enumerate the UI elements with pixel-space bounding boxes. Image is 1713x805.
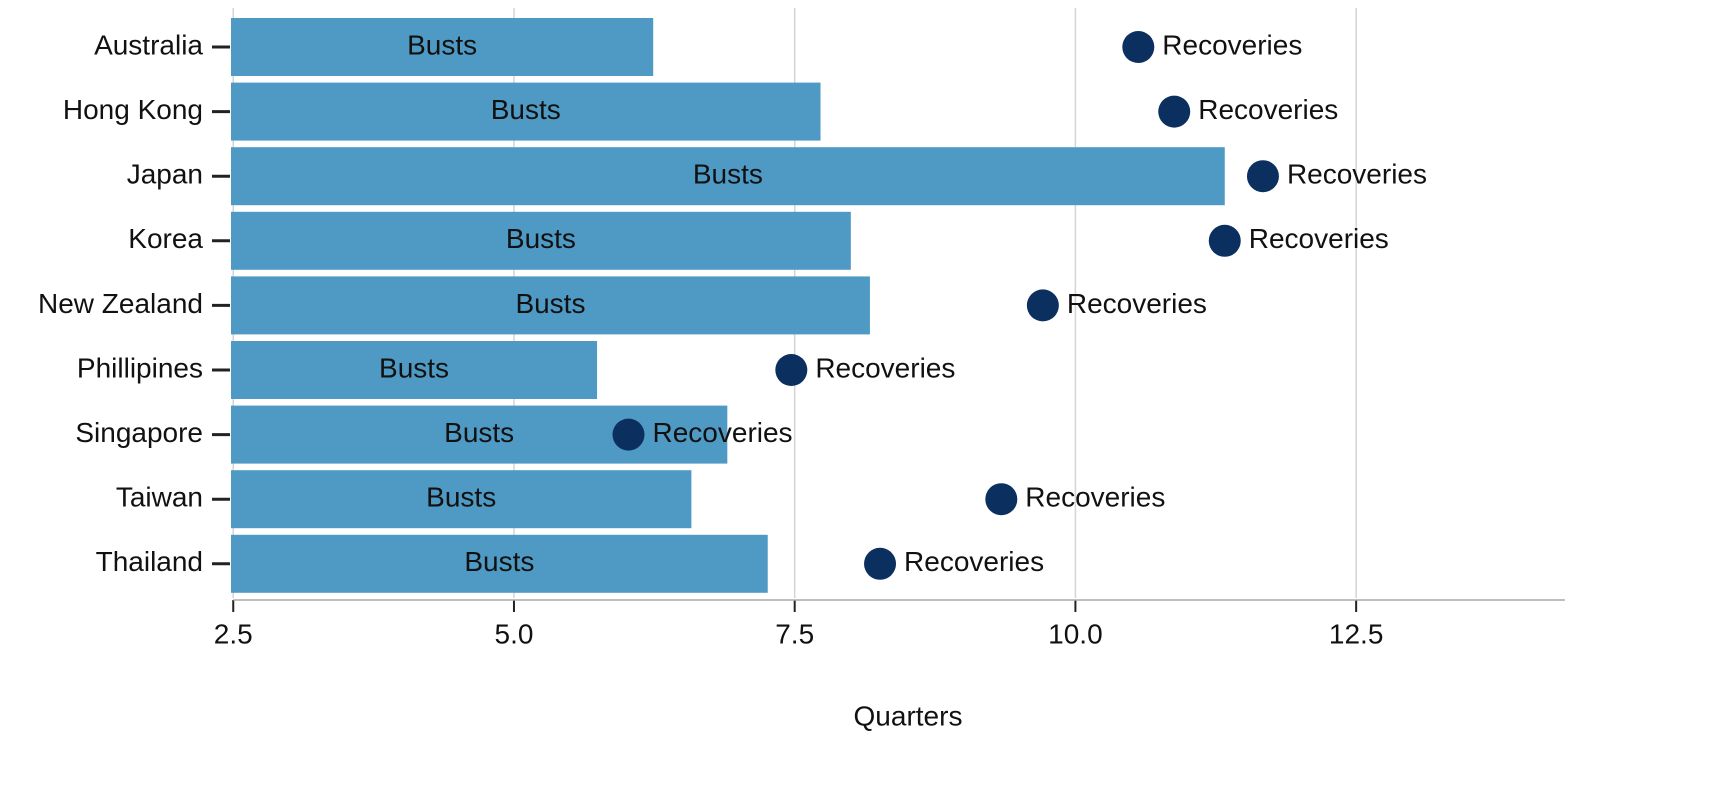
x-tick-label: 2.5	[214, 618, 253, 649]
y-tick-label: Singapore	[75, 417, 203, 448]
dot-label: Recoveries	[653, 417, 793, 448]
bar	[231, 18, 654, 76]
dot-label: Recoveries	[1067, 288, 1207, 319]
bar-label: Busts	[426, 482, 496, 513]
dot	[1158, 95, 1191, 128]
dot-label: Recoveries	[815, 352, 955, 383]
dot	[864, 547, 897, 580]
dot	[1246, 160, 1279, 193]
bar-label: Busts	[379, 352, 449, 383]
dot-label: Recoveries	[1287, 159, 1427, 190]
dot	[775, 354, 808, 386]
x-tick-label: 12.5	[1329, 618, 1384, 649]
x-tick-label: 7.5	[775, 618, 814, 649]
bar	[231, 470, 692, 529]
dot-label: Recoveries	[1162, 29, 1302, 60]
dot	[1208, 224, 1241, 257]
bar-label: Busts	[506, 223, 576, 254]
x-axis-label: Quarters	[854, 700, 963, 731]
bar	[231, 341, 598, 399]
dot	[1026, 289, 1059, 322]
y-tick-label: Phillipines	[77, 352, 203, 383]
bar	[231, 211, 851, 270]
y-tick-label: New Zealand	[38, 288, 203, 319]
bar-label: Busts	[407, 29, 477, 60]
dot-label: Recoveries	[904, 546, 1044, 577]
bar-label: Busts	[464, 546, 534, 577]
bar	[231, 82, 821, 141]
bar	[231, 147, 1225, 206]
dot	[985, 483, 1018, 516]
bar	[231, 534, 768, 593]
y-tick-label: Taiwan	[116, 482, 203, 513]
y-tick-label: Korea	[128, 223, 203, 254]
x-tick-label: 5.0	[495, 618, 534, 649]
bar-label: Busts	[693, 159, 763, 190]
dot-label: Recoveries	[1249, 223, 1389, 254]
y-tick-label: Australia	[94, 29, 203, 60]
bar-label: Busts	[444, 417, 514, 448]
dot	[1122, 31, 1155, 63]
y-tick-label: Japan	[127, 159, 203, 190]
y-tick-label: Thailand	[96, 546, 203, 577]
bar	[231, 405, 728, 464]
dot-label: Recoveries	[1198, 94, 1338, 125]
dot-label: Recoveries	[1025, 482, 1165, 513]
bar	[231, 276, 870, 335]
dot	[612, 418, 645, 451]
y-tick-label: Hong Kong	[63, 94, 203, 125]
x-tick-label: 10.0	[1048, 618, 1103, 649]
bar-label: Busts	[491, 94, 561, 125]
bar-label: Busts	[515, 288, 585, 319]
